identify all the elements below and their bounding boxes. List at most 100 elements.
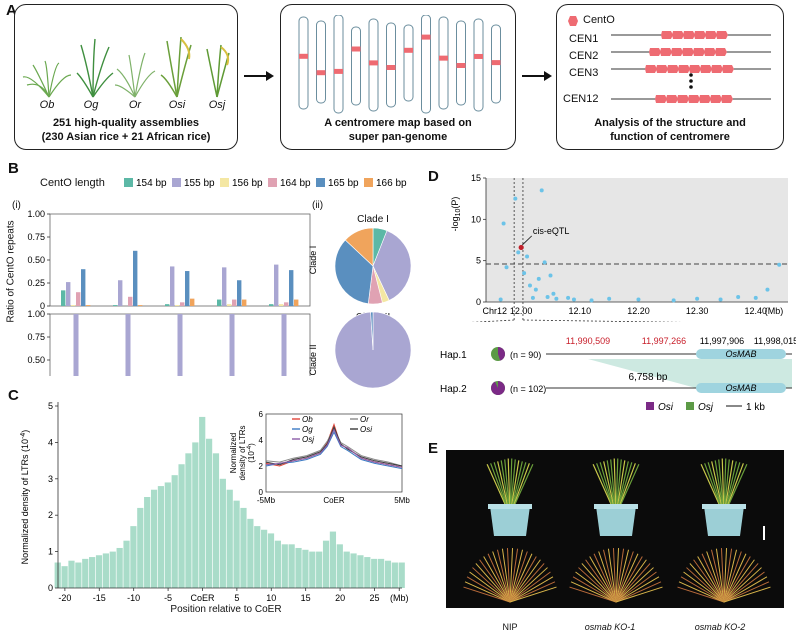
plant-tiller [727, 463, 748, 507]
pos-4: 11,998,015 [754, 336, 796, 346]
legend-swatch [268, 178, 277, 187]
scale-label: 1 kb [746, 402, 765, 413]
spread-tiller [487, 553, 511, 603]
spread-tiller [723, 571, 765, 603]
zoom-right-line [522, 319, 685, 322]
chromosome [473, 18, 484, 112]
spread-tiller [509, 549, 524, 603]
spread-tiller [509, 551, 528, 603]
eqtl-point [548, 273, 553, 278]
eqtl-point [545, 295, 550, 300]
spread-tiller [572, 576, 617, 603]
species-ob: Ob [39, 99, 55, 111]
centromere-mark [456, 63, 466, 68]
spread-tiller [509, 559, 541, 603]
chromosome [298, 16, 309, 110]
cento-length-legend-swatches: 154 bp 155 bp 156 bp 164 bp 165 bp 166 bp [124, 178, 407, 189]
y-tick-label: 1.00 [27, 209, 45, 219]
spread-tiller [701, 553, 725, 603]
plant-tiller [610, 459, 616, 507]
inset-y-tick-label: 2 [259, 462, 264, 471]
inset-x-tick-label: 5Mb [394, 496, 410, 505]
eqtl-point [501, 221, 506, 226]
ltr-density-bar [240, 507, 247, 588]
spread-tiller [509, 571, 551, 603]
inset-ylabel-3: (10-4) [247, 443, 256, 463]
plant-tiller [723, 458, 727, 507]
plant-tiller [615, 458, 619, 507]
inset-y-tick-label: 4 [259, 436, 264, 445]
species-osj: Osj [208, 99, 226, 111]
c-x-tick-label: -10 [127, 593, 140, 603]
c-y-tick-label: 0 [48, 583, 53, 593]
cento-repeat [678, 65, 690, 73]
ltr-density-bar [329, 531, 337, 588]
c-x-tick-label: -20 [58, 593, 71, 603]
plant-tiller [726, 463, 744, 507]
spread-tiller [509, 581, 556, 603]
ltr-density-bar [377, 558, 385, 588]
cento-repeat [656, 65, 668, 73]
bar-clade1-Ob-155bp [66, 282, 71, 306]
eqtl-point [554, 296, 559, 301]
sub-panel-ii-label: (ii) [312, 200, 324, 211]
plant-tiller [493, 462, 508, 507]
ltr-density-bar [254, 526, 261, 588]
ltr-density-bar [343, 551, 350, 588]
spread-tiller [569, 586, 617, 603]
hap1-gene [696, 349, 786, 359]
c-x-tick-label: -5 [164, 593, 172, 603]
plant-tiller [619, 463, 640, 507]
eqtl-point [765, 287, 770, 292]
spread-tiller [589, 556, 617, 603]
plant-tiller [700, 463, 721, 507]
panel-c-label: C [8, 387, 19, 404]
panel-a-label: A [6, 2, 17, 19]
cento-repeat [689, 65, 701, 73]
eqtl-point [513, 196, 518, 201]
ltr-density-bar [391, 562, 398, 588]
analysis-title: Analysis of the structure and [594, 117, 746, 129]
c-y-tick-label: 2 [48, 510, 53, 520]
cento-repeat [700, 65, 712, 73]
plant-pot-rim [594, 504, 638, 509]
bar-clade1-Osi-166bp [242, 299, 247, 306]
spread-tiller [464, 581, 511, 603]
ltr-density-bar [267, 533, 275, 588]
cis-eqtl-point [518, 244, 524, 251]
plant-tiller [497, 461, 509, 507]
assemblies-subtitle: (230 Asian rice + 21 African rice) [41, 131, 211, 143]
plant-tiller [725, 460, 734, 507]
plant-tiller [724, 459, 730, 507]
spread-tiller [678, 581, 725, 603]
y-tick-label: 0 [40, 301, 45, 311]
centromere-map-title: A centromere map based on [324, 117, 472, 129]
eqtl-point [551, 291, 556, 296]
spread-tiller [723, 567, 762, 603]
ltr-density-bar [178, 464, 185, 588]
d-y-tick-label: 0 [476, 297, 481, 307]
d-x-tick-label: 12.00 [510, 306, 533, 316]
bar-clade1-Osj-156bp [279, 304, 284, 306]
clade1-frame [49, 213, 311, 307]
cento-length-legend-title: CentO length [40, 177, 105, 189]
chromosome [351, 26, 361, 106]
spread-tiller [506, 548, 511, 603]
assemblies-box: Ob Og Or Osi Osj 251 high-quality assemb… [14, 4, 238, 150]
spread-tiller [509, 586, 557, 603]
eqtl-point [539, 188, 544, 193]
plant-tiller [513, 463, 534, 507]
sub-panel-i-label: (i) [12, 200, 21, 211]
cento-repeat [705, 31, 717, 39]
inset-legend-label: Ob [302, 415, 313, 424]
ltr-xlabel: Position relative to CoER [170, 604, 282, 615]
bar-clade1-Og-164bp [128, 296, 133, 306]
bar-clade1-Osi-165bp [237, 280, 242, 306]
bar-clade2-Osi [229, 314, 235, 376]
spread-tiller [593, 553, 617, 603]
spread-tiller [509, 563, 545, 603]
panel-b-label: B [8, 160, 19, 177]
spread-tiller [509, 576, 554, 603]
haplotype-diagram: Hap.1 Hap.2 (n = 90) (n = 102) 11,990,509 11,… [440, 336, 796, 413]
eqtl-manhattan-plot: 0 5 10 15 Chr12 12.00 12.10 12.20 12.30 12.40(Mb)… [450, 173, 788, 322]
